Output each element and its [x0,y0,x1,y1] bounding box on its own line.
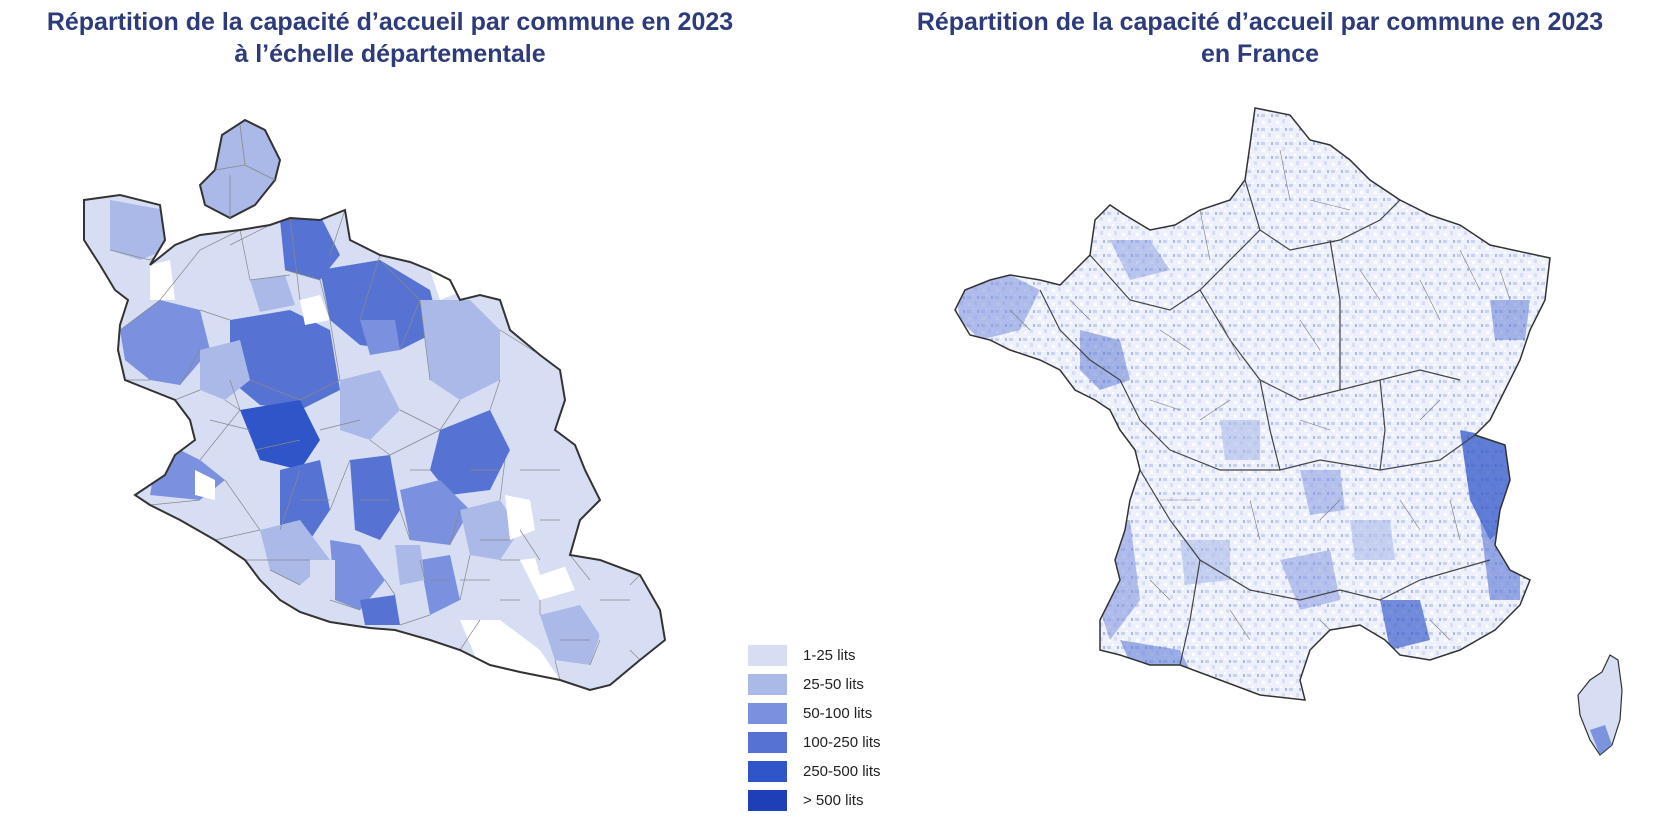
france-outline [954,107,1551,701]
legend-item: 100-250 lits [748,728,881,757]
legend-swatch [748,674,787,695]
legend-label: 250-500 lits [803,763,881,780]
legend-swatch [748,703,787,724]
legend-swatch [748,645,787,666]
legend-item: 50-100 lits [748,699,881,728]
legend-swatch [748,761,787,782]
legend-label: 100-250 lits [803,734,881,751]
legend-swatch [748,790,787,811]
corsica-south [1590,725,1612,755]
legend-item: 1-25 lits [748,641,881,670]
title-france-map: Répartition de la capacité d’accueil par… [880,6,1640,70]
region-borders [1039,179,1491,666]
legend: 1-25 lits 25-50 lits 50-100 lits 100-250… [748,641,881,815]
map-enclave [198,118,282,220]
corsica [1577,654,1623,756]
title-right-line1: Répartition de la capacité d’accueil par… [916,8,1604,36]
title-right-line2: en France [1200,40,1320,68]
legend-label: > 500 lits [803,792,864,809]
legend-swatch [748,732,787,753]
legend-label: 1-25 lits [803,647,856,664]
legend-label: 25-50 lits [803,676,864,693]
commune-outlines [109,209,641,681]
map-enclave-commune-line [214,124,276,218]
france-fills [955,108,1550,700]
legend-item: 250-500 lits [748,757,881,786]
department-outline [83,193,667,692]
title-left-line1: Répartition de la capacité d’accueil par… [46,8,734,36]
title-departmental-map: Répartition de la capacité d’accueil par… [10,6,770,70]
legend-item: > 500 lits [748,786,881,815]
legend-item: 25-50 lits [748,670,881,699]
title-left-line2: à l’échelle départementale [234,40,546,68]
legend-label: 50-100 lits [803,705,873,722]
